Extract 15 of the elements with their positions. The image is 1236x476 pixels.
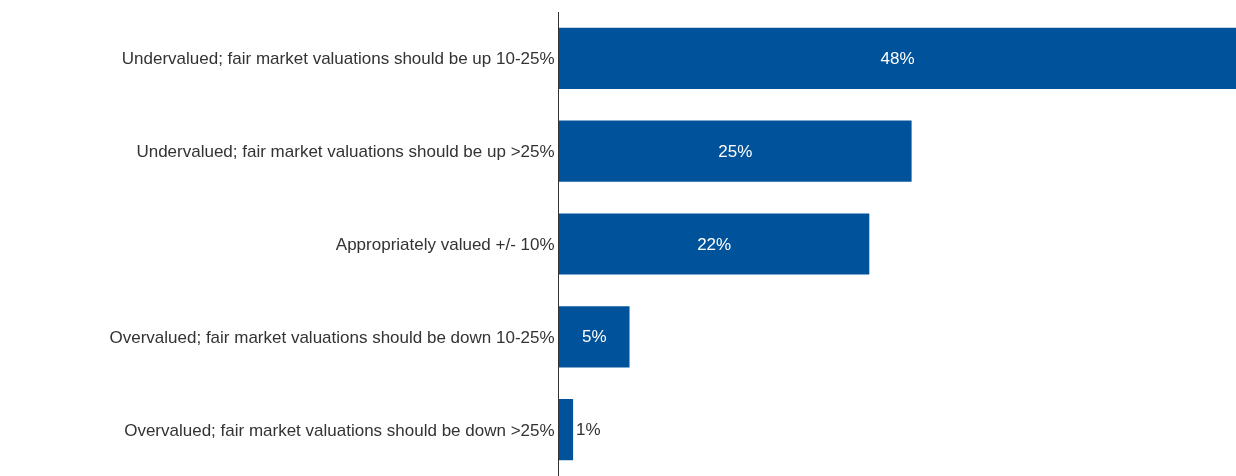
y-tick-label: Undervalued; fair market valuations should be up 10-25% [121,49,555,69]
data-label: 25% [718,141,753,161]
y-tick-label: Overvalued; fair market valuations should be down >25% [124,420,555,440]
y-tick-label: Overvalued; fair market valuations should be down 10-25% [109,327,555,347]
bar [559,27,1236,90]
data-label: 22% [697,234,732,254]
data-label: 48% [880,48,915,68]
bar [559,213,870,275]
data-label: 5% [581,327,607,347]
y-tick-label: Undervalued; fair market valuations should be up >25% [136,142,555,162]
bar [559,398,574,461]
bar [559,120,912,182]
bar [559,306,630,368]
data-label: 1% [576,420,601,440]
y-tick-label: Appropriately valued +/- 10% [335,234,555,254]
